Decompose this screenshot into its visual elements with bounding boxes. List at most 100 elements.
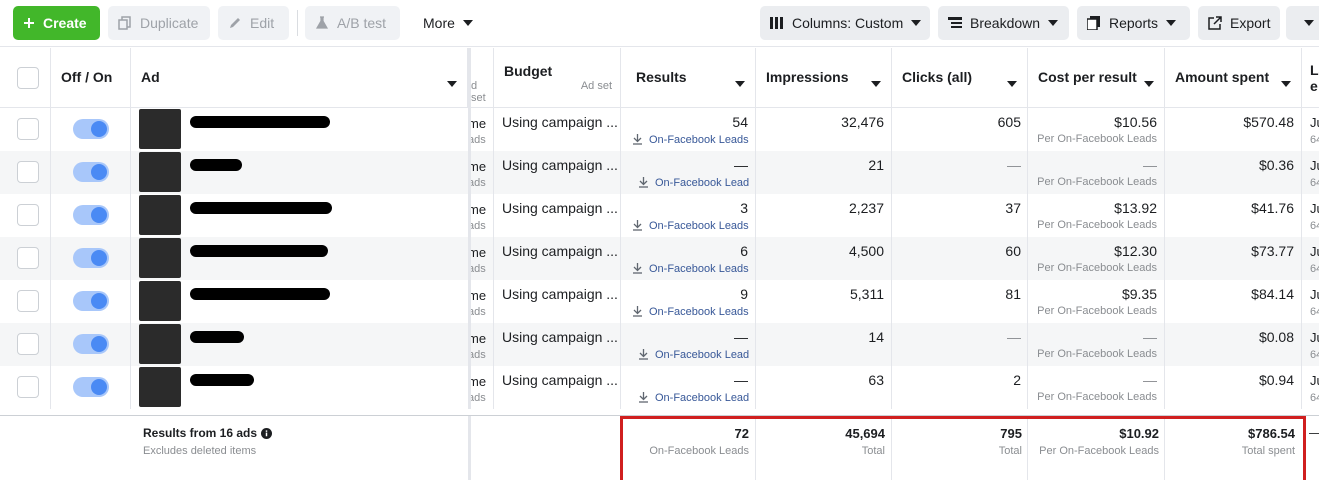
row-checkbox[interactable] [17, 161, 39, 183]
summary-cost-per-result-label: Per On-Facebook Leads [1039, 445, 1159, 457]
ad-name-redacted[interactable] [190, 245, 328, 257]
column-divider [1301, 323, 1302, 366]
header-last-fragment-1: La [1310, 62, 1319, 78]
ad-name-redacted[interactable] [190, 159, 242, 171]
row-checkbox[interactable] [17, 118, 39, 140]
ad-name-redacted[interactable] [190, 374, 254, 386]
table-row[interactable]: me ads Using campaign ... — On-Facebook Lead… [0, 323, 1319, 366]
header-results-label: Results [636, 69, 687, 85]
column-divider [130, 280, 131, 323]
ad-thumbnail[interactable] [139, 281, 181, 321]
cost-per-result-value: — [1143, 372, 1157, 388]
column-divider [1301, 151, 1302, 194]
ad-thumbnail[interactable] [139, 195, 181, 235]
ad-toggle[interactable] [73, 334, 109, 354]
cost-per-result-label: Per On-Facebook Leads [1037, 391, 1157, 403]
ad-thumbnail[interactable] [139, 152, 181, 192]
header-last-column[interactable]: La e [1302, 48, 1319, 107]
ad-toggle[interactable] [73, 119, 109, 139]
adset-name-fragment: me [468, 159, 487, 174]
column-divider [620, 366, 621, 409]
header-off-on[interactable]: Off / On [51, 48, 131, 107]
ad-name-redacted[interactable] [190, 116, 330, 128]
results-type-link[interactable]: On-Facebook Lead [638, 391, 749, 404]
reports-icon [1087, 16, 1101, 30]
ad-toggle[interactable] [73, 291, 109, 311]
header-cost-per-result[interactable]: Cost per result [1028, 48, 1165, 107]
column-divider [755, 280, 756, 323]
download-icon [632, 305, 649, 318]
columns-button[interactable]: Columns: Custom [760, 6, 930, 40]
header-clicks[interactable]: Clicks (all) [892, 48, 1028, 107]
download-icon [638, 391, 655, 404]
edit-button[interactable]: Edit [218, 6, 289, 40]
ad-toggle[interactable] [73, 162, 109, 182]
clicks-value: 605 [997, 114, 1021, 130]
info-icon[interactable] [261, 427, 273, 439]
header-budget[interactable]: Budget Ad set [494, 48, 621, 107]
more-button[interactable]: More [413, 6, 477, 40]
row-checkbox[interactable] [17, 333, 39, 355]
caret-down-icon [447, 74, 457, 90]
ad-thumbnail[interactable] [139, 324, 181, 364]
column-divider [891, 151, 892, 194]
amount-spent-value: $41.76 [1251, 200, 1294, 216]
amount-spent-value: $0.94 [1258, 372, 1294, 388]
export-button[interactable]: Export [1198, 6, 1280, 40]
ab-test-button[interactable]: A/B test [305, 6, 400, 40]
table-row[interactable]: me ads Using campaign ... 9 On-Facebook Lead… [0, 280, 1319, 323]
cost-per-result-value: $13.92 [1114, 200, 1157, 216]
ad-toggle[interactable] [73, 377, 109, 397]
ad-thumbnail[interactable] [139, 109, 181, 149]
header-results[interactable]: Results [621, 48, 756, 107]
ad-toggle[interactable] [73, 205, 109, 225]
adset-sub-fragment: ads [468, 134, 486, 146]
budget-cell: Using campaign ... [502, 200, 618, 216]
results-type-link[interactable]: On-Facebook Leads [632, 133, 749, 146]
select-all-checkbox[interactable] [17, 67, 39, 89]
results-type-link[interactable]: On-Facebook Leads [632, 262, 749, 275]
column-divider [130, 323, 131, 366]
header-amount-spent[interactable]: Amount spent [1165, 48, 1302, 107]
breakdown-button[interactable]: Breakdown [938, 6, 1069, 40]
column-divider [468, 366, 471, 409]
duplicate-button[interactable]: Duplicate [108, 6, 210, 40]
adset-name-fragment: me [468, 202, 487, 217]
table-row[interactable]: me ads Using campaign ... — On-Facebook Lead… [0, 151, 1319, 194]
ad-name-redacted[interactable] [190, 288, 330, 300]
column-divider [1164, 366, 1165, 409]
last-column-sub-fragment: 64 [1310, 177, 1319, 189]
toggle-knob [91, 293, 107, 309]
column-divider [891, 366, 892, 409]
table-row[interactable]: me ads Using campaign ... — On-Facebook Lead… [0, 366, 1319, 409]
column-divider [891, 280, 892, 323]
table-body: me ads Using campaign ... 54 On-Facebook Lea… [0, 108, 1319, 415]
results-type-link[interactable]: On-Facebook Leads [632, 219, 749, 232]
impressions-value: 2,237 [848, 200, 884, 216]
export-dropdown-button[interactable] [1286, 6, 1319, 40]
ad-name-redacted[interactable] [190, 331, 244, 343]
summary-last: — [1309, 425, 1319, 440]
results-type-link[interactable]: On-Facebook Lead [638, 348, 749, 361]
ad-toggle[interactable] [73, 248, 109, 268]
table-row[interactable]: me ads Using campaign ... 54 On-Facebook Lea… [0, 108, 1319, 151]
ad-thumbnail[interactable] [139, 238, 181, 278]
header-ad[interactable]: Ad [131, 48, 468, 107]
results-value: — [734, 329, 748, 345]
row-checkbox[interactable] [17, 376, 39, 398]
impressions-value: 14 [868, 329, 884, 345]
column-divider [1027, 108, 1028, 151]
table-row[interactable]: me ads Using campaign ... 6 On-Facebook Lead… [0, 237, 1319, 280]
cost-per-result-label: Per On-Facebook Leads [1037, 219, 1157, 231]
reports-button[interactable]: Reports [1077, 6, 1190, 40]
ad-name-redacted[interactable] [190, 202, 332, 214]
row-checkbox[interactable] [17, 290, 39, 312]
table-row[interactable]: me ads Using campaign ... 3 On-Facebook Lead… [0, 194, 1319, 237]
ad-thumbnail[interactable] [139, 367, 181, 407]
results-type-link[interactable]: On-Facebook Leads [632, 305, 749, 318]
header-impressions[interactable]: Impressions [756, 48, 892, 107]
create-button[interactable]: Create [13, 6, 100, 40]
row-checkbox[interactable] [17, 204, 39, 226]
row-checkbox[interactable] [17, 247, 39, 269]
results-type-link[interactable]: On-Facebook Lead [638, 176, 749, 189]
